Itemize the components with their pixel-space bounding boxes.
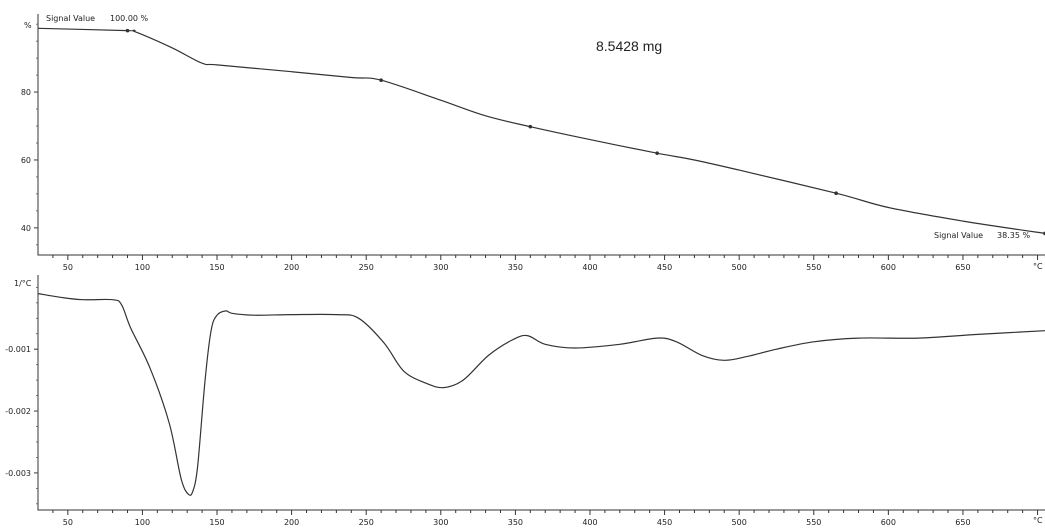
tga-x-tick-label: 350 <box>508 263 523 272</box>
end-signal-value: 38.35 % <box>997 231 1030 240</box>
tga-x-tick-label: 300 <box>433 263 448 272</box>
dtg-y-tick-label: -0.003 <box>5 469 31 478</box>
dtg-x-tick-label: 100 <box>135 518 150 527</box>
tga-x-tick-label: 150 <box>209 263 224 272</box>
tga-x-tick-label: 550 <box>806 263 821 272</box>
start-signal-value: 100.00 % <box>110 14 149 23</box>
tga-x-tick-label: 650 <box>955 263 970 272</box>
dtg-y-tick-label: -0.001 <box>5 345 31 354</box>
dtg-chart: 50 100 150 200 250 300 350 400 450 500 550 600 650 -0… <box>5 275 1045 527</box>
tga-x-tick-label: 450 <box>657 263 672 272</box>
sample-mass-annotation: 8.5428 mg <box>596 38 662 54</box>
dtg-x-tick-label: 250 <box>359 518 374 527</box>
tga-y-tick-label: 60 <box>21 156 31 165</box>
dtg-x-tick-label: 550 <box>806 518 821 527</box>
dtg-x-tick-label: 300 <box>433 518 448 527</box>
tga-y-tick-label: 80 <box>21 88 31 97</box>
dtg-y-unit-label: 1/°C <box>14 279 32 288</box>
dtg-x-unit-label: °C <box>1033 516 1043 525</box>
tga-ticks: 50 100 150 200 250 300 350 400 450 500 550 600 650 40… <box>21 23 1045 272</box>
dtg-x-tick-label: 200 <box>284 518 299 527</box>
tga-y-unit-label: % <box>24 21 32 30</box>
dtg-x-tick-label: 600 <box>881 518 896 527</box>
tga-x-tick-label: 500 <box>732 263 747 272</box>
dtg-axes <box>37 275 1045 511</box>
dtg-x-tick-label: 350 <box>508 518 523 527</box>
tga-x-tick-label: 50 <box>63 263 73 272</box>
dtg-x-tick-label: 450 <box>657 518 672 527</box>
dtg-x-tick-label: 50 <box>63 518 73 527</box>
tga-x-tick-label: 400 <box>582 263 597 272</box>
tga-series-line <box>37 27 1045 234</box>
tga-x-unit-label: °C <box>1033 262 1043 271</box>
dtg-x-tick-label: 150 <box>209 518 224 527</box>
tga-x-tick-label: 200 <box>284 263 299 272</box>
tga-x-tick-label: 600 <box>881 263 896 272</box>
tga-axes <box>37 14 1045 256</box>
tga-x-tick-label: 250 <box>359 263 374 272</box>
dtg-ticks: 50 100 150 200 250 300 350 400 450 500 550 600 650 -0… <box>5 286 1039 527</box>
start-signal-label: Signal Value <box>46 14 95 23</box>
tga-y-tick-label: 40 <box>21 224 31 233</box>
dtg-y-tick-label: -0.002 <box>5 407 31 416</box>
tga-chart: 50 100 150 200 250 300 350 400 450 500 550 600 650 40… <box>21 14 1045 272</box>
dtg-x-tick-label: 400 <box>582 518 597 527</box>
tga-x-tick-label: 100 <box>135 263 150 272</box>
dtg-x-tick-label: 500 <box>732 518 747 527</box>
end-signal-label: Signal Value <box>934 231 983 240</box>
dtg-x-tick-label: 650 <box>955 518 970 527</box>
dtg-series-line <box>37 293 1045 496</box>
